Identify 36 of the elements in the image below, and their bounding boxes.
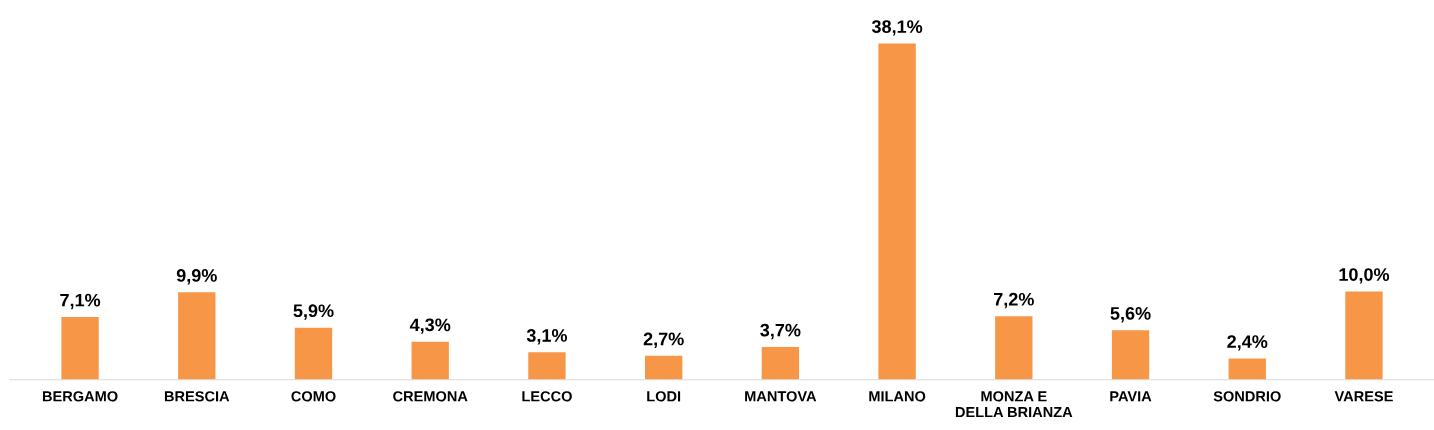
- x-tick-label: LODI: [647, 391, 681, 402]
- bar: [1345, 291, 1383, 380]
- x-tick-label: BERGAMO: [42, 391, 118, 402]
- data-label: 5,6%: [1110, 306, 1151, 323]
- x-tick-label: VARESE: [1334, 391, 1393, 402]
- bar: [528, 352, 566, 380]
- data-label: 10,0%: [1339, 268, 1390, 284]
- bar: [1111, 330, 1150, 380]
- data-label: 5,9%: [293, 304, 334, 320]
- x-tick-label: CREMONA: [393, 391, 468, 402]
- data-label: 2,7%: [643, 332, 684, 348]
- data-label: 3,7%: [760, 323, 801, 340]
- bar: [61, 317, 99, 380]
- bar: [761, 347, 800, 380]
- x-tick-label: SONDRIO: [1213, 391, 1281, 402]
- data-label: 4,3%: [409, 318, 451, 334]
- x-tick-label: COMO: [291, 391, 336, 402]
- x-tick-label: MONZA E DELLA BRIANZA: [955, 391, 1073, 418]
- x-tick-label: BRESCIA: [164, 391, 230, 402]
- x-tick-label: LECCO: [522, 391, 572, 402]
- x-tick-label: PAVIA: [1110, 391, 1152, 402]
- bar: [294, 327, 333, 380]
- data-label: 7,2%: [994, 292, 1034, 309]
- data-label: 9,9%: [176, 269, 217, 285]
- bar: [411, 341, 449, 380]
- bar: [878, 43, 916, 380]
- data-label: 38,1%: [871, 20, 923, 36]
- bar: [644, 355, 683, 380]
- x-tick-label: MILANO: [869, 391, 926, 402]
- data-label: 2,4%: [1227, 335, 1268, 351]
- bar: [1228, 358, 1266, 380]
- data-label: 7,1%: [60, 293, 101, 310]
- bar: [995, 316, 1033, 380]
- x-tick-label: MANTOVA: [745, 391, 817, 402]
- data-label: 3,1%: [526, 329, 568, 345]
- bar: [178, 292, 216, 380]
